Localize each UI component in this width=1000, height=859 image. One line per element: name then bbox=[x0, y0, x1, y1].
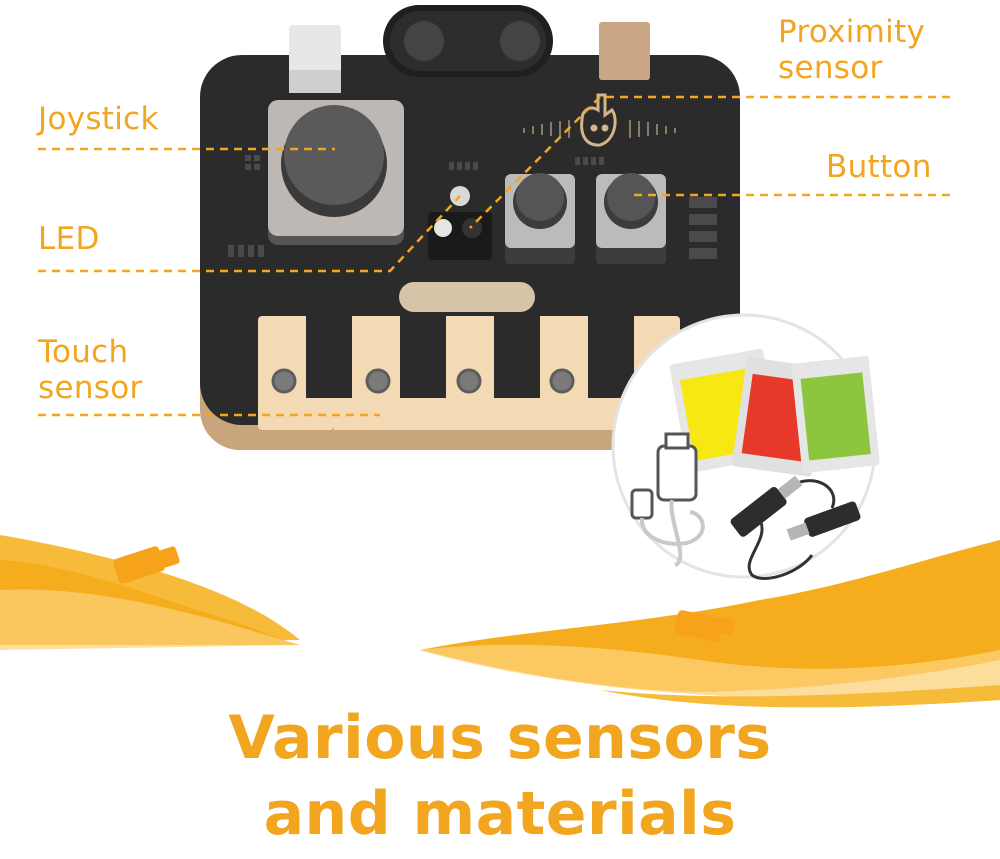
callout-lines bbox=[38, 95, 950, 417]
materials-inset bbox=[611, 313, 880, 580]
smd-components bbox=[228, 155, 717, 259]
floating-connector-right bbox=[674, 610, 735, 642]
label-proximity-sensor: Proximity sensor bbox=[778, 14, 926, 86]
alligator-clip-icon bbox=[730, 475, 861, 580]
led-packet-icon bbox=[669, 348, 880, 477]
label-touch-sensor: Touch sensor bbox=[38, 334, 143, 406]
leader-proximity bbox=[469, 95, 950, 229]
push-button-right bbox=[596, 173, 666, 264]
label-joystick: Joystick bbox=[38, 101, 159, 137]
joystick bbox=[268, 100, 404, 245]
orange-wave-background bbox=[0, 535, 1000, 708]
push-button-left bbox=[505, 173, 575, 264]
headline: Various sensors and materials bbox=[0, 700, 1000, 852]
logo-dashes bbox=[523, 120, 676, 138]
headline-line-2: and materials bbox=[263, 779, 737, 849]
proximity-sensor bbox=[383, 5, 553, 77]
label-button: Button bbox=[826, 149, 932, 185]
headline-line-1: Various sensors bbox=[228, 703, 772, 773]
power-connector bbox=[599, 22, 650, 80]
label-led: LED bbox=[38, 221, 100, 257]
floating-connector-left bbox=[113, 546, 180, 584]
leader-led bbox=[38, 195, 461, 273]
usb-cable-icon bbox=[630, 432, 705, 567]
board-slot bbox=[399, 282, 535, 312]
